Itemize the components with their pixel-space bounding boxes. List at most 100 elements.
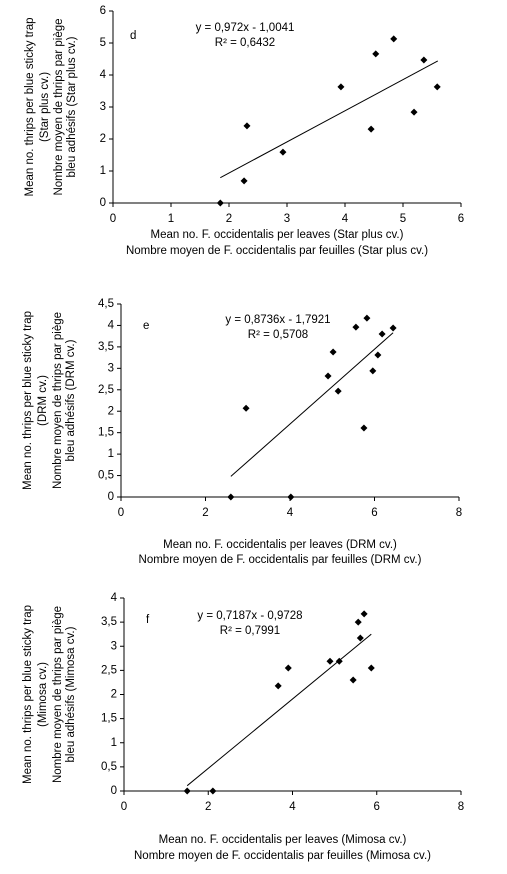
x-tick-label: 6 xyxy=(458,213,464,225)
data-point xyxy=(216,199,224,207)
x-tick-label: 1 xyxy=(168,213,174,225)
trendline xyxy=(186,633,372,787)
y-tick-label: 0 xyxy=(100,197,106,209)
panel-label: e xyxy=(143,320,149,332)
data-point xyxy=(352,323,360,331)
y-tick-label: 2 xyxy=(100,133,106,145)
data-point xyxy=(324,372,332,380)
data-point xyxy=(209,787,217,795)
y-tick-label: 1,5 xyxy=(101,713,117,725)
y-axis-title: bleu adhésifs (Mimosa cv.) xyxy=(65,626,77,762)
data-point xyxy=(369,367,377,375)
y-tick-label: 1 xyxy=(100,165,106,177)
data-point xyxy=(433,83,441,91)
data-point xyxy=(367,664,375,672)
data-point xyxy=(337,83,345,91)
data-point xyxy=(329,348,337,356)
data-point xyxy=(363,314,371,322)
data-point xyxy=(349,676,357,684)
y-tick-label: 5 xyxy=(100,37,106,49)
y-tick-label: 1 xyxy=(108,448,114,460)
data-point xyxy=(284,664,292,672)
y-axis-title: Mean no. thrips per blue sticky trap xyxy=(24,18,36,197)
x-tick-label: 6 xyxy=(371,507,377,519)
data-point xyxy=(326,657,334,665)
x-tick-label: 8 xyxy=(458,801,464,813)
y-tick-label: 0,5 xyxy=(98,470,114,482)
data-point xyxy=(378,330,386,338)
x-tick-label: 8 xyxy=(456,507,462,519)
panel-label: d xyxy=(130,30,136,42)
y-axis-title: (Mimosa cv.) xyxy=(37,662,49,727)
y-tick-label: 0 xyxy=(108,491,114,503)
x-tick-label: 4 xyxy=(342,213,349,225)
y-axis-title: Nombre moyen de thrips par piège xyxy=(52,606,64,783)
y-tick-label: 3 xyxy=(100,101,106,113)
data-point xyxy=(227,493,235,501)
x-tick-label: 0 xyxy=(118,507,124,519)
x-axis-title: Nombre moyen de F. occidentalis par feui… xyxy=(126,245,428,257)
x-tick-label: 0 xyxy=(121,801,127,813)
x-tick-label: 2 xyxy=(205,801,211,813)
y-tick-label: 0,5 xyxy=(101,761,117,773)
equation: R² = 0,5708 xyxy=(248,329,308,341)
trendline xyxy=(230,332,394,477)
x-axis-title: Nombre moyen de F. occidentalis par feui… xyxy=(139,554,422,566)
data-point xyxy=(367,125,375,133)
x-axis-title: Mean no. F. occidentalis per leaves (DRM… xyxy=(163,539,397,551)
y-axis-title: Nombre moyen de thrips par piège xyxy=(52,312,64,489)
data-point xyxy=(183,787,191,795)
data-point xyxy=(242,404,250,412)
x-tick-label: 0 xyxy=(110,213,116,225)
y-tick-label: 4 xyxy=(111,592,118,604)
y-tick-label: 4 xyxy=(108,319,115,331)
x-axis-title: Mean no. F. occidentalis per leaves (Sta… xyxy=(151,229,404,241)
x-tick-label: 4 xyxy=(289,801,296,813)
y-tick-label: 3,5 xyxy=(101,616,117,628)
data-point xyxy=(360,424,368,432)
x-tick-label: 4 xyxy=(287,507,294,519)
y-axis-title: Mean no. thrips per blue sticky trap xyxy=(22,605,34,784)
trendline xyxy=(220,60,439,179)
x-axis-title: Nombre moyen de F. occidentalis par feui… xyxy=(134,850,431,862)
equation: y = 0,972x - 1,0041 xyxy=(196,22,295,34)
y-tick-label: 1 xyxy=(111,737,117,749)
y-tick-label: 2 xyxy=(111,689,117,701)
data-point xyxy=(274,682,282,690)
data-point xyxy=(390,35,398,43)
equation: R² = 0,7991 xyxy=(220,625,280,637)
equation: R² = 0,6432 xyxy=(215,37,275,49)
y-tick-label: 6 xyxy=(100,5,106,17)
data-point xyxy=(334,387,342,395)
data-point xyxy=(354,618,362,626)
x-tick-label: 5 xyxy=(400,213,406,225)
data-point xyxy=(389,324,397,332)
y-axis-title: (DRM cv.) xyxy=(37,375,49,426)
equation: y = 0,8736x - 1,7921 xyxy=(225,314,330,326)
data-point xyxy=(287,493,295,501)
y-tick-label: 2,5 xyxy=(98,384,114,396)
y-tick-label: 3,5 xyxy=(98,341,114,353)
y-tick-label: 3 xyxy=(111,640,117,652)
data-point xyxy=(360,610,368,618)
x-tick-label: 6 xyxy=(374,801,380,813)
y-axis-title: bleu adhésifs (Star plus cv.) xyxy=(66,36,78,177)
data-point xyxy=(356,634,364,642)
y-tick-label: 2,5 xyxy=(101,664,117,676)
data-point xyxy=(243,122,251,130)
y-axis-title: (Star plus cv.) xyxy=(39,72,51,142)
data-point xyxy=(374,351,382,359)
x-tick-label: 2 xyxy=(226,213,232,225)
y-tick-label: 1,5 xyxy=(98,427,114,439)
data-point xyxy=(372,50,380,58)
data-point xyxy=(410,108,418,116)
data-point xyxy=(420,56,428,64)
y-axis-title: bleu adhésifs (DRM cv.) xyxy=(65,339,77,461)
x-axis-title: Mean no. F. occidentalis per leaves (Mim… xyxy=(159,834,407,846)
equation: y = 0,7187x - 0,9728 xyxy=(197,610,302,622)
y-tick-label: 4 xyxy=(100,69,107,81)
data-point xyxy=(279,148,287,156)
y-tick-label: 0 xyxy=(111,785,117,797)
x-tick-label: 3 xyxy=(284,213,290,225)
